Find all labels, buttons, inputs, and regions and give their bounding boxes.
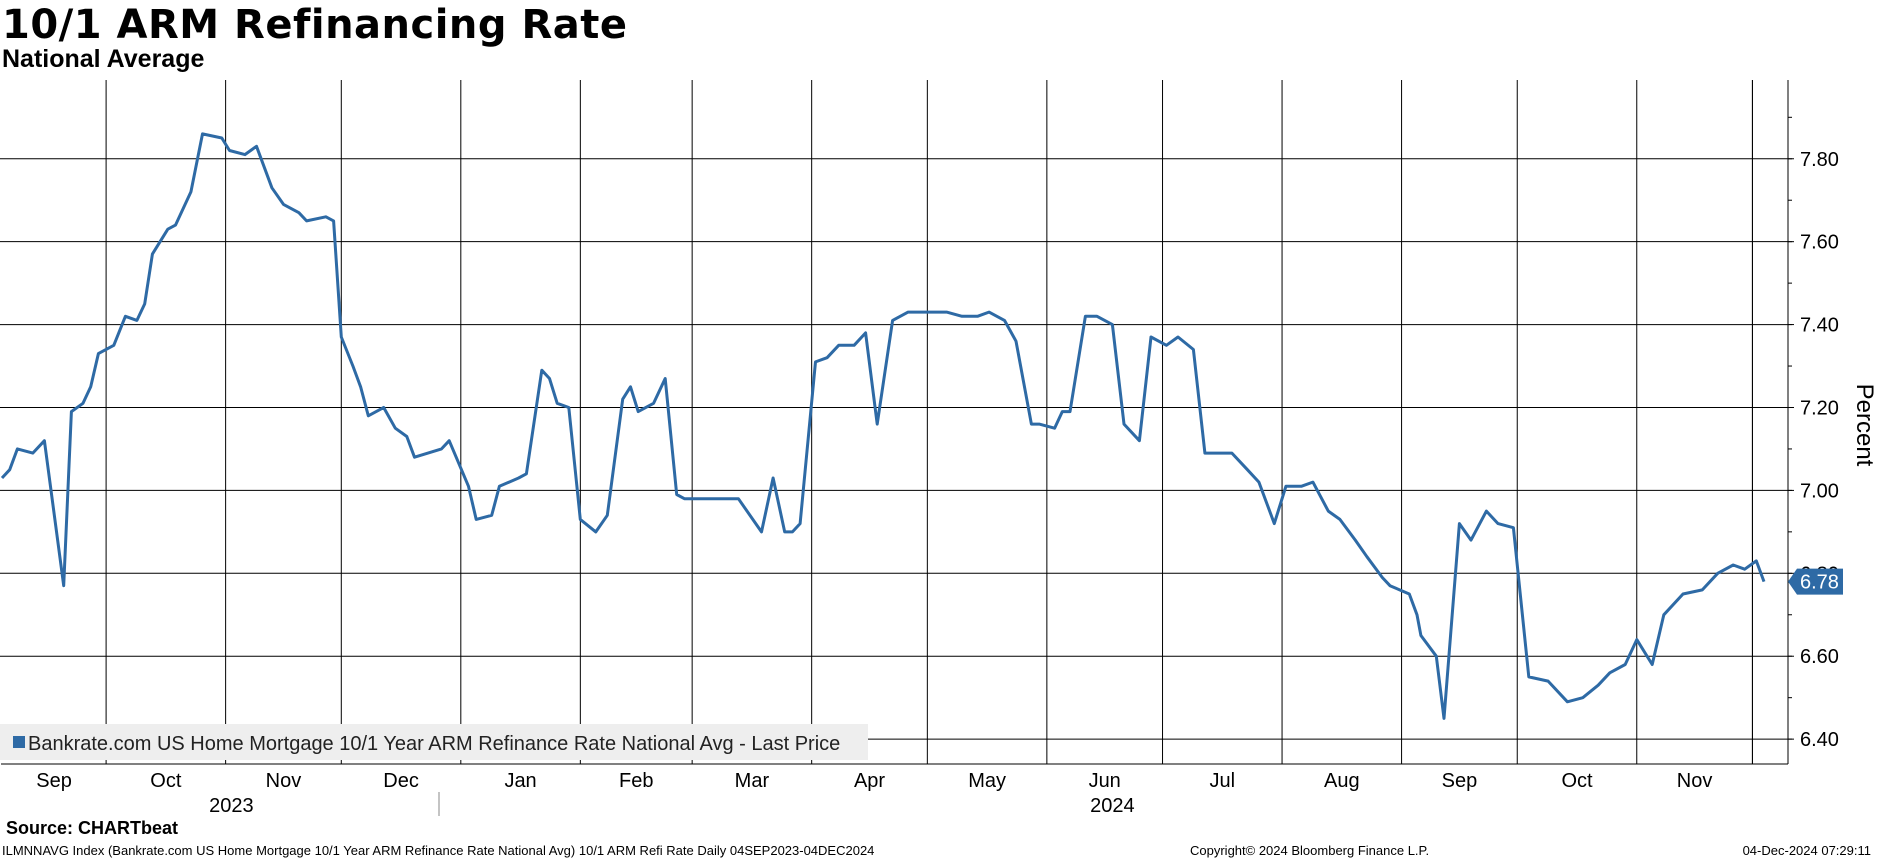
x-month-label: Oct bbox=[1561, 770, 1593, 792]
x-month-label: Feb bbox=[619, 770, 653, 792]
x-month-label: Sep bbox=[1442, 770, 1478, 792]
y-tick-label: 7.60 bbox=[1800, 232, 1839, 254]
chart-subtitle: National Average bbox=[2, 45, 205, 73]
y-tick-label: 7.20 bbox=[1800, 397, 1839, 419]
x-month-label: Jun bbox=[1089, 770, 1121, 792]
horizontal-gridlines bbox=[0, 158, 1788, 740]
y-tick-label: 7.00 bbox=[1800, 480, 1839, 502]
plot-area bbox=[0, 80, 1788, 764]
series-line bbox=[0, 132, 1766, 720]
x-month-label: May bbox=[968, 770, 1006, 792]
x-month-label: Apr bbox=[854, 770, 885, 792]
chart-title: 10/1 ARM Refinancing Rate bbox=[2, 2, 628, 48]
y-axis-label: Percent bbox=[1851, 384, 1877, 467]
x-axis-labels: Sep Oct Nov Dec Jan Feb Mar Apr May Jun Jul Aug Sep O… bbox=[36, 770, 1712, 817]
x-year-label: 2023 bbox=[209, 795, 254, 817]
y-tick-label: 7.40 bbox=[1800, 315, 1839, 337]
x-month-label: Dec bbox=[383, 770, 419, 792]
x-month-label: Nov bbox=[1677, 770, 1713, 792]
footer-ticker-info: ILMNNAVG Index (Bankrate.com US Home Mor… bbox=[2, 843, 875, 858]
x-month-label: Oct bbox=[150, 770, 182, 792]
x-month-label: Jan bbox=[504, 770, 536, 792]
footer-timestamp: 04-Dec-2024 07:29:11 bbox=[1742, 843, 1871, 858]
y-tick-label: 6.60 bbox=[1800, 646, 1839, 668]
x-year-label: 2024 bbox=[1090, 795, 1135, 817]
y-axis-ticks: 7.807.607.407.207.006.806.606.40 bbox=[1788, 116, 1839, 751]
x-month-label: Jul bbox=[1210, 770, 1236, 792]
x-month-label: Aug bbox=[1324, 770, 1360, 792]
x-month-label: Nov bbox=[266, 770, 302, 792]
last-value-marker: 6.78 bbox=[1788, 568, 1843, 595]
source-note: Source: CHARTbeat bbox=[6, 818, 179, 838]
vertical-gridlines bbox=[105, 80, 1753, 764]
footer-copyright: Copyright© 2024 Bloomberg Finance L.P. bbox=[1190, 843, 1430, 858]
y-tick-label: 6.40 bbox=[1800, 729, 1839, 751]
last-value-label: 6.78 bbox=[1800, 572, 1839, 594]
y-tick-label: 7.80 bbox=[1800, 149, 1839, 171]
legend-swatch bbox=[13, 736, 25, 748]
legend-box bbox=[0, 724, 868, 760]
legend-label: Bankrate.com US Home Mortgage 10/1 Year … bbox=[28, 733, 840, 755]
x-month-label: Mar bbox=[735, 770, 770, 792]
x-month-label: Sep bbox=[36, 770, 72, 792]
